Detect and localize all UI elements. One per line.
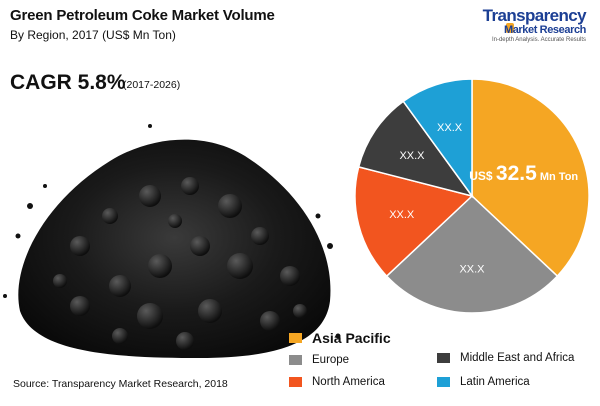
pie-slice-europe [385, 194, 559, 314]
legend-swatch [289, 377, 302, 387]
logo-mark-icon [506, 23, 514, 33]
legend-swatch [289, 333, 302, 343]
pie-slice-north-america [354, 165, 474, 278]
source-note: Source: Transparency Market Research, 20… [13, 378, 228, 390]
legend-item-north-america: North America [289, 376, 385, 388]
logo-sub: Market Research [503, 24, 586, 36]
logo-tagline: In-depth Analysis. Accurate Results [491, 37, 586, 43]
legend-label: North America [312, 376, 385, 388]
legend-item-middle-east-africa: Middle East and Africa [437, 352, 574, 364]
legend-swatch [437, 377, 450, 387]
legend-item-asia-pacific: Asia Pacific [289, 330, 391, 346]
cagr-period: (2017-2026) [123, 79, 181, 91]
slice-label-europe: XX.X [459, 264, 485, 276]
legend-swatch [289, 355, 302, 365]
cagr-value: CAGR 5.8% [10, 71, 126, 94]
legend-swatch [437, 353, 450, 363]
petroleum-coke-image [3, 124, 341, 358]
chart-title: Green Petroleum Coke Market Volume [10, 7, 275, 24]
pie-slice-asia-pacific [471, 78, 590, 278]
legend-label: Europe [312, 354, 350, 366]
slice-label-middle-east-africa: XX.X [399, 150, 425, 162]
pie-slice-latin-america [402, 78, 473, 199]
legend-label: Asia Pacific [312, 330, 391, 346]
slice-label-north-america: XX.X [389, 209, 415, 221]
company-logo: Transparency Market Research In-depth An… [468, 6, 587, 46]
pie-slice-middle-east-africa [357, 100, 474, 198]
legend-item-europe: Europe [289, 354, 349, 366]
legend-label: Latin America [460, 376, 530, 388]
legend-item-latin-america: Latin America [437, 376, 530, 388]
slice-label-asia-pacific: US$ 32.5 Mn Ton [469, 162, 578, 185]
chart-subtitle: By Region, 2017 (US$ Mn Ton) [10, 28, 176, 42]
legend-label: Middle East and Africa [460, 352, 575, 364]
slice-label-latin-america: XX.X [437, 122, 463, 134]
logo-name: Transparency [482, 6, 587, 25]
